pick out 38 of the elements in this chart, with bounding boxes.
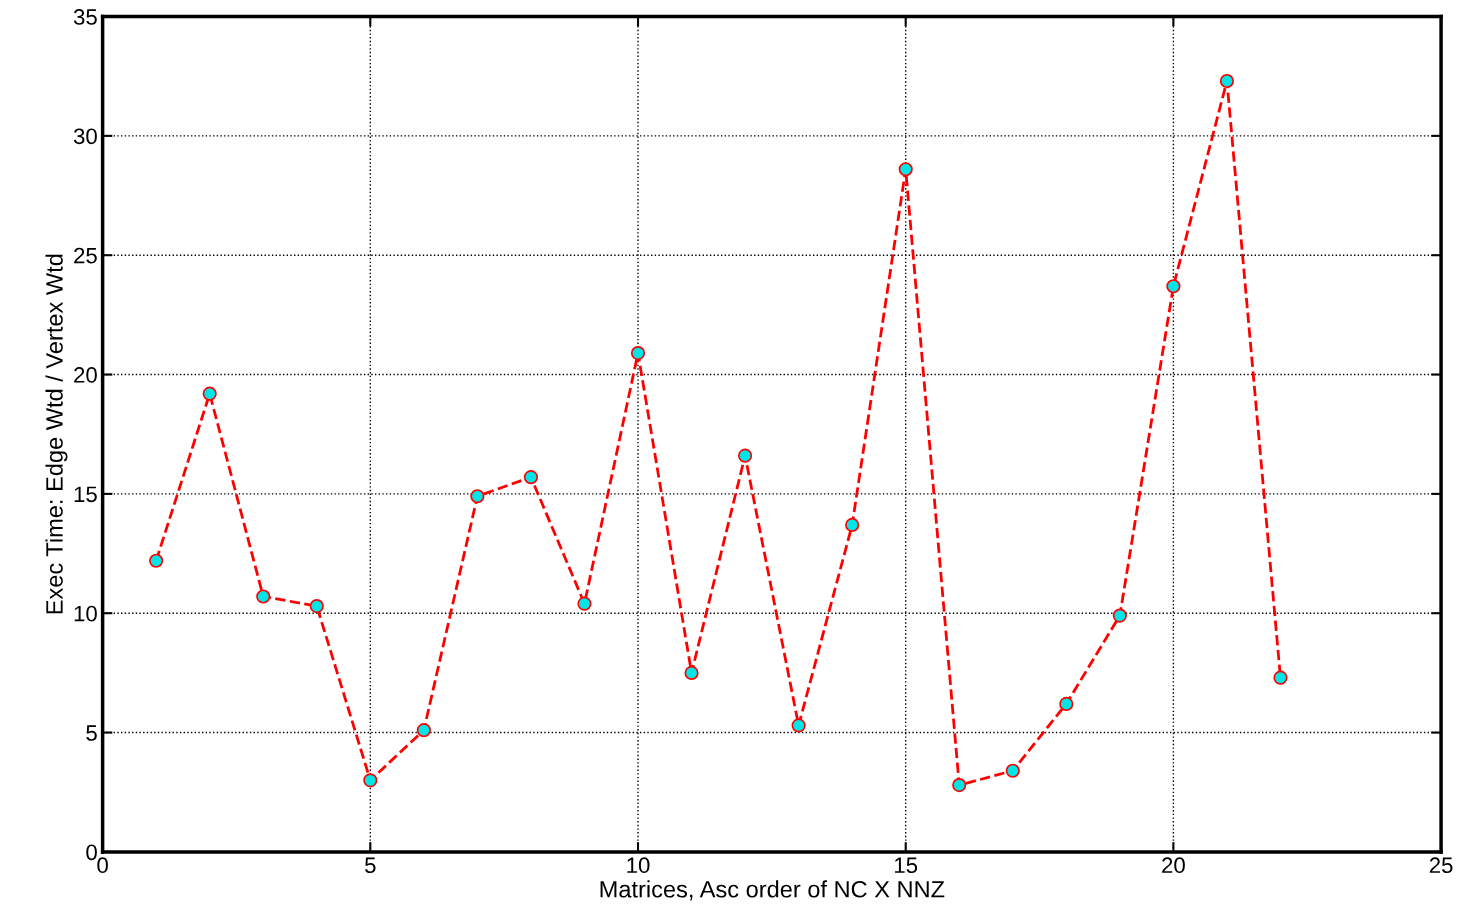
y-axis-title: Exec Time: Edge Wtd / Vertex Wtd [45, 254, 68, 614]
point [1219, 73, 1235, 89]
point [898, 162, 913, 177]
point [1166, 279, 1181, 294]
y-tick-label: 30 [73, 128, 97, 145]
point [416, 723, 431, 738]
y-tick-label: 5 [86, 725, 97, 741]
x-tick-label: 25 [1429, 857, 1453, 874]
point [1112, 608, 1127, 623]
x-tick-label: 20 [1162, 857, 1185, 874]
x-tick-label: 0 [97, 857, 108, 874]
point [523, 470, 539, 485]
x-tick-label: 15 [895, 857, 918, 874]
y-tick-label: 0 [86, 844, 97, 861]
point [363, 773, 378, 788]
point [577, 596, 592, 611]
y-tick-label: 25 [74, 247, 97, 264]
x-tick-label: 10 [627, 857, 650, 874]
point [791, 718, 806, 733]
point [845, 517, 860, 532]
y-tick-label: 15 [74, 486, 97, 503]
point [149, 553, 164, 568]
y-tick-label: 35 [73, 9, 97, 25]
point [1059, 696, 1074, 712]
point [630, 345, 646, 361]
x-axis-title: Matrices, Asc order of NC X NNZ [600, 880, 945, 901]
point [1005, 763, 1020, 778]
x-tick-label: 5 [365, 857, 376, 874]
point [684, 665, 699, 680]
point [309, 598, 324, 614]
point [256, 589, 271, 604]
y-tick-label: 20 [74, 367, 97, 383]
point [202, 386, 217, 401]
point [470, 489, 485, 504]
point [1273, 670, 1288, 685]
point [952, 777, 967, 793]
y-tick-label: 10 [74, 605, 97, 622]
point [737, 448, 753, 463]
